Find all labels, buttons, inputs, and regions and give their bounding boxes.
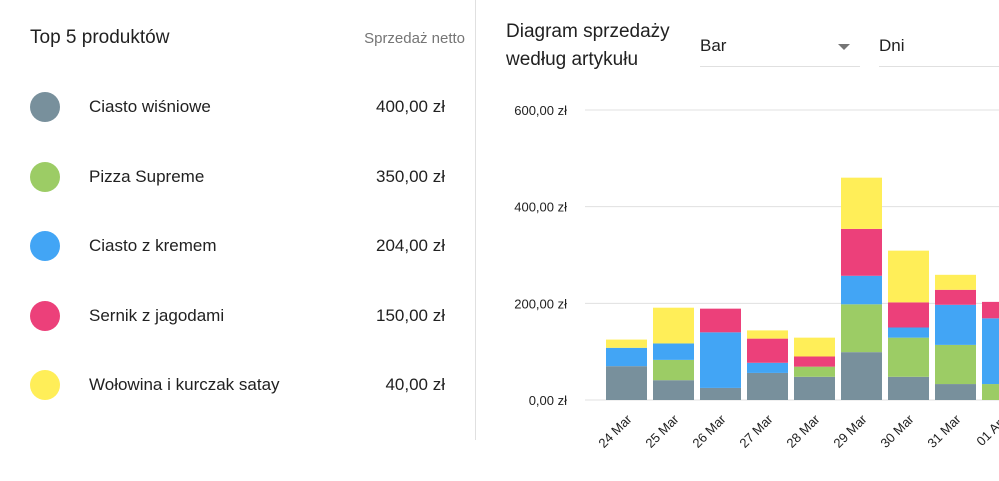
period-select[interactable]: Dni xyxy=(879,36,999,67)
product-color-dot xyxy=(30,92,60,122)
chart-type-value: Bar xyxy=(700,36,727,55)
bar-segment[interactable] xyxy=(794,376,835,400)
y-tick-label: 400,00 zł xyxy=(514,200,567,215)
product-net-sales: 350,00 zł xyxy=(376,167,445,186)
product-row: Ciasto z kremem 204,00 zł xyxy=(0,226,475,266)
bar-segment[interactable] xyxy=(747,338,788,363)
bar-segment[interactable] xyxy=(935,384,976,400)
product-row: Wołowina i kurczak satay 40,00 zł xyxy=(0,365,475,405)
bar-segment[interactable] xyxy=(747,372,788,400)
bar-segment[interactable] xyxy=(700,332,741,388)
bar-segment[interactable] xyxy=(606,366,647,400)
product-row: Ciasto wiśniowe 400,00 zł xyxy=(0,87,475,127)
bar-segment[interactable] xyxy=(982,301,999,319)
net-sales-header: Sprzedaż netto xyxy=(364,30,465,47)
bar-segment[interactable] xyxy=(606,347,647,367)
product-name: Pizza Supreme xyxy=(89,167,205,186)
bar-segment[interactable] xyxy=(653,343,694,360)
y-tick-label: 0,00 zł xyxy=(529,393,567,408)
bar-segment[interactable] xyxy=(700,387,741,400)
bar-segment[interactable] xyxy=(935,344,976,385)
bar-segment[interactable] xyxy=(700,308,741,333)
product-name: Ciasto wiśniowe xyxy=(89,97,211,116)
bar-segment[interactable] xyxy=(935,274,976,290)
bar-segment[interactable] xyxy=(935,304,976,345)
bar-segment[interactable] xyxy=(841,275,882,305)
product-color-dot xyxy=(30,301,60,331)
bar-segment[interactable] xyxy=(653,307,694,344)
bar-segment[interactable] xyxy=(841,304,882,353)
bar-segment[interactable] xyxy=(841,228,882,276)
bar-segment[interactable] xyxy=(747,362,788,373)
product-net-sales: 150,00 zł xyxy=(376,306,445,325)
sales-chart-title-line2: według artykułu xyxy=(506,49,639,70)
sales-chart-title-line1: Diagram sprzedaży xyxy=(506,21,670,42)
bar-segment[interactable] xyxy=(982,318,999,385)
chevron-down-icon xyxy=(838,44,850,50)
y-tick-label: 200,00 zł xyxy=(514,296,567,311)
bar-segment[interactable] xyxy=(888,376,929,400)
bar-segment[interactable] xyxy=(747,330,788,339)
top-products-title: Top 5 produktów xyxy=(30,27,170,48)
bar-segment[interactable] xyxy=(982,384,999,400)
bar-segment[interactable] xyxy=(935,289,976,305)
bar-segment[interactable] xyxy=(888,327,929,338)
x-tick-label: 29 Mar xyxy=(830,411,870,451)
x-tick-label: 25 Mar xyxy=(642,411,682,451)
x-tick-label: 27 Mar xyxy=(736,411,776,451)
bar-segment[interactable] xyxy=(794,337,835,357)
bar-segment[interactable] xyxy=(653,359,694,381)
x-tick-label: 28 Mar xyxy=(783,411,823,451)
product-row: Sernik z jagodami 150,00 zł xyxy=(0,296,475,336)
product-color-dot xyxy=(30,231,60,261)
x-tick-label: 30 Mar xyxy=(877,411,917,451)
product-net-sales: 204,00 zł xyxy=(376,236,445,255)
bar-segment[interactable] xyxy=(653,380,694,400)
product-name: Ciasto z kremem xyxy=(89,236,217,255)
bar-segment[interactable] xyxy=(841,177,882,229)
product-color-dot xyxy=(30,162,60,192)
bar-segment[interactable] xyxy=(888,250,929,303)
product-name: Sernik z jagodami xyxy=(89,306,225,325)
product-net-sales: 40,00 zł xyxy=(385,375,445,394)
bar-segment[interactable] xyxy=(888,337,929,377)
x-tick-label: 31 Mar xyxy=(924,411,964,451)
period-value: Dni xyxy=(879,36,905,55)
product-row: Pizza Supreme 350,00 zł xyxy=(0,157,475,197)
y-tick-label: 600,00 zł xyxy=(514,103,567,118)
bar-segment[interactable] xyxy=(794,356,835,367)
x-tick-label: 26 Mar xyxy=(689,411,729,451)
product-color-dot xyxy=(30,370,60,400)
x-tick-label: 01 Apr xyxy=(973,411,999,449)
sales-chart-title: Diagram sprzedaży według artykułu xyxy=(506,18,670,74)
chart-type-select[interactable]: Bar xyxy=(700,36,860,67)
top-products-panel: Top 5 produktów Sprzedaż netto Ciasto wi… xyxy=(0,0,476,440)
product-name: Wołowina i kurczak satay xyxy=(89,375,280,394)
product-net-sales: 400,00 zł xyxy=(376,97,445,116)
bar-segment[interactable] xyxy=(606,339,647,348)
bar-segment[interactable] xyxy=(794,366,835,377)
x-tick-label: 24 Mar xyxy=(595,411,635,451)
bar-segment[interactable] xyxy=(841,352,882,400)
bar-segment[interactable] xyxy=(888,302,929,328)
